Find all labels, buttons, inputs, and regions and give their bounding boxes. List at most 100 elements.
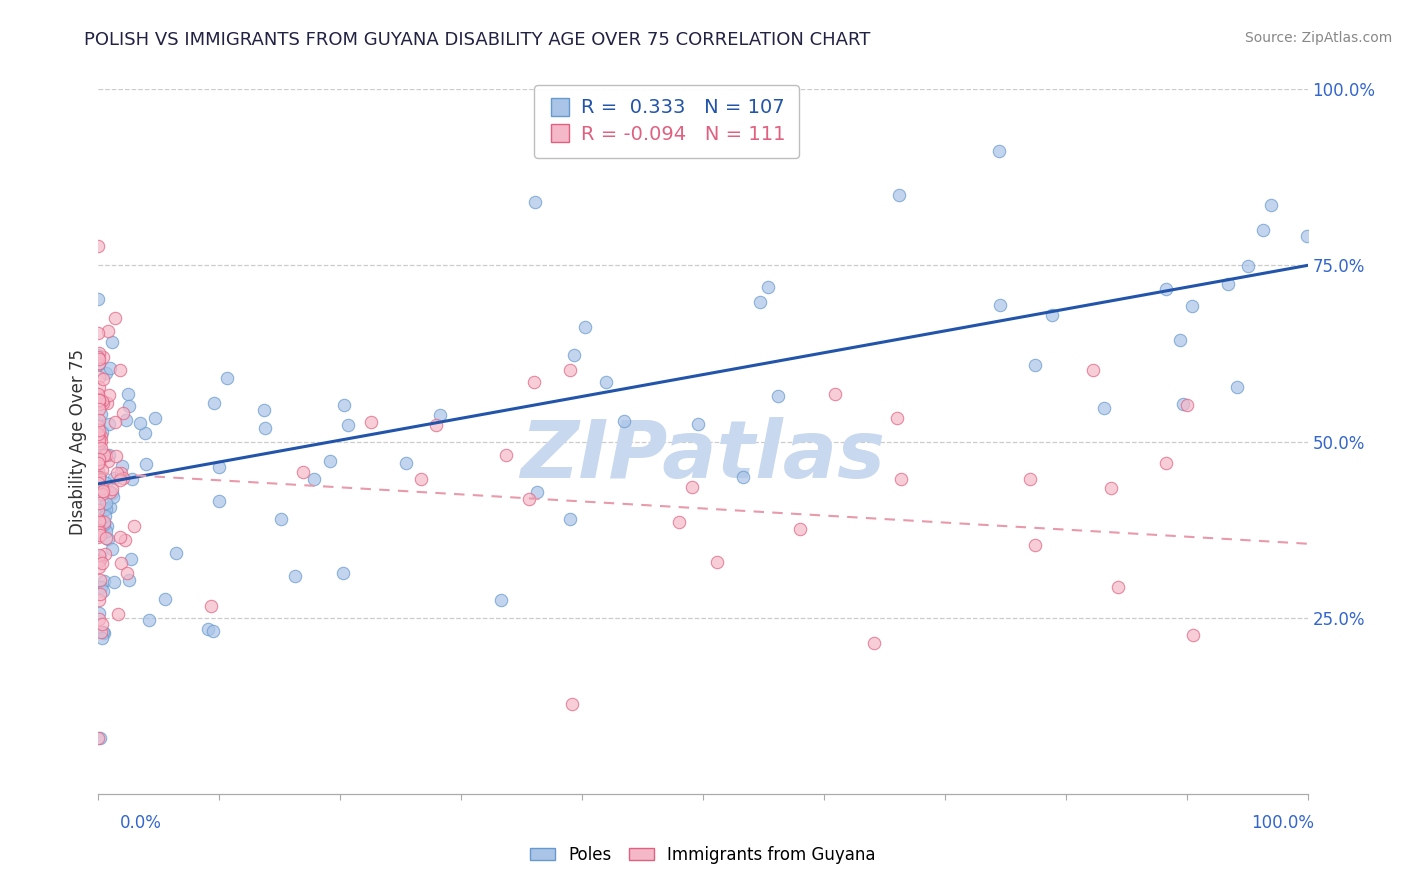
Point (90, 580, 112, 594)
Point (87, 416, 110, 430)
Point (87, 443, 110, 458)
Point (91, 616, 114, 631)
Point (104, 415, 127, 429)
Point (87, 496, 110, 510)
Point (93, 372, 115, 386)
Point (1225, 380, 1247, 394)
Point (202, 396, 225, 410)
Point (93, 517, 115, 532)
Point (134, 425, 156, 440)
Point (117, 566, 139, 580)
Point (562, 348, 585, 362)
Point (117, 386, 139, 401)
Point (756, 280, 779, 294)
Point (90, 481, 112, 495)
Point (87, 452, 110, 467)
Point (87, 514, 110, 528)
Point (89, 468, 111, 483)
Point (1251, 222, 1274, 236)
Point (90, 407, 112, 421)
Point (87, 554, 110, 568)
Point (887, 188, 910, 202)
Point (988, 145, 1011, 159)
Point (100, 335, 122, 350)
Legend: Poles, Immigrants from Guyana: Poles, Immigrants from Guyana (524, 839, 882, 871)
Point (254, 421, 277, 435)
Point (87, 465, 110, 479)
Point (201, 624, 224, 639)
Point (96, 448, 118, 462)
Point (94, 508, 117, 523)
Point (284, 569, 307, 583)
Point (93, 503, 115, 517)
Point (118, 573, 141, 587)
Point (90, 429, 112, 443)
Text: ZIPatlas: ZIPatlas (520, 417, 886, 495)
Point (253, 403, 276, 417)
Point (94, 366, 117, 380)
Point (613, 414, 636, 428)
Point (97, 532, 120, 546)
Point (96, 396, 118, 410)
Point (114, 533, 136, 548)
Point (87, 326, 110, 340)
Point (91, 526, 114, 541)
Point (94, 547, 117, 561)
Point (990, 298, 1012, 312)
Point (87, 606, 110, 620)
Legend: R =  0.333   N = 107, R = -0.094   N = 111: R = 0.333 N = 107, R = -0.094 N = 111 (534, 85, 799, 158)
Point (89, 442, 111, 457)
Point (87, 350, 110, 364)
Point (560, 512, 582, 526)
Point (337, 418, 360, 433)
Point (122, 519, 145, 533)
Point (1295, 229, 1317, 244)
Point (291, 465, 314, 479)
Point (886, 411, 908, 425)
Point (87, 401, 110, 416)
Point (105, 466, 128, 480)
Point (108, 530, 131, 544)
Point (165, 545, 187, 559)
Point (706, 555, 728, 569)
Point (87, 473, 110, 487)
Point (89, 549, 111, 564)
Point (1181, 299, 1204, 313)
Point (89, 528, 111, 542)
Point (93, 574, 115, 589)
Point (94, 476, 117, 491)
Point (1081, 363, 1104, 377)
Point (110, 466, 132, 480)
Point (135, 457, 157, 471)
Point (91, 395, 114, 409)
Point (138, 613, 160, 627)
Point (97, 417, 120, 432)
Point (89, 523, 111, 537)
Y-axis label: Disability Age Over 75: Disability Age Over 75 (69, 349, 87, 534)
Point (1181, 628, 1204, 642)
Point (101, 541, 124, 556)
Point (103, 471, 125, 485)
Point (91, 583, 114, 598)
Point (87, 418, 110, 433)
Point (523, 195, 546, 210)
Point (90, 425, 112, 439)
Point (1024, 358, 1046, 372)
Point (101, 491, 124, 505)
Point (100, 500, 122, 514)
Point (87, 476, 110, 491)
Point (87, 239, 110, 253)
Point (101, 486, 124, 500)
Point (668, 515, 690, 529)
Point (110, 557, 132, 571)
Point (91, 484, 114, 499)
Point (87, 412, 110, 426)
Point (1260, 198, 1282, 212)
Point (217, 371, 239, 385)
Point (87, 423, 110, 437)
Point (114, 413, 136, 427)
Point (1042, 308, 1064, 322)
Point (87, 553, 110, 567)
Point (120, 552, 142, 566)
Text: POLISH VS IMMIGRANTS FROM GUYANA DISABILITY AGE OVER 75 CORRELATION CHART: POLISH VS IMMIGRANTS FROM GUYANA DISABIL… (84, 31, 870, 49)
